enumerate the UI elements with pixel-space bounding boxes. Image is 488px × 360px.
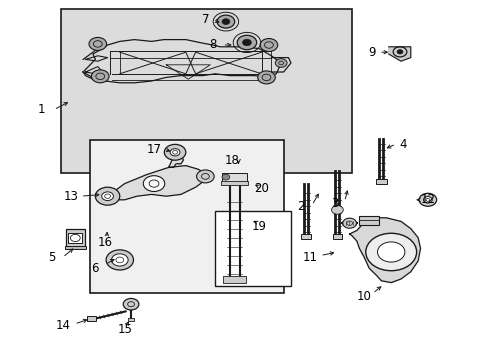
Circle shape <box>164 144 185 160</box>
Bar <box>375 179 386 184</box>
Polygon shape <box>168 153 183 167</box>
Polygon shape <box>349 218 420 283</box>
Text: 16: 16 <box>98 237 112 249</box>
Text: 18: 18 <box>224 154 239 167</box>
Circle shape <box>237 35 256 50</box>
Text: 2: 2 <box>296 201 304 213</box>
Circle shape <box>222 174 229 180</box>
Text: 12: 12 <box>420 193 434 206</box>
Text: 4: 4 <box>399 138 407 150</box>
Bar <box>301 234 310 239</box>
Polygon shape <box>388 47 410 61</box>
Text: 9: 9 <box>367 46 375 59</box>
Circle shape <box>342 218 356 228</box>
Circle shape <box>331 206 343 214</box>
Bar <box>68 233 82 243</box>
Circle shape <box>95 187 120 205</box>
Circle shape <box>106 250 133 270</box>
Circle shape <box>418 193 436 206</box>
Bar <box>61 9 351 173</box>
Circle shape <box>170 149 180 156</box>
Circle shape <box>196 170 214 183</box>
Text: 13: 13 <box>63 190 78 203</box>
Text: 5: 5 <box>47 251 55 264</box>
Text: 6: 6 <box>91 262 99 275</box>
Bar <box>222 173 246 182</box>
Circle shape <box>111 254 128 266</box>
Text: 7: 7 <box>201 13 209 26</box>
Text: 10: 10 <box>356 291 371 303</box>
Text: 1: 1 <box>38 103 45 116</box>
Circle shape <box>91 70 109 83</box>
Circle shape <box>143 176 164 192</box>
Text: 19: 19 <box>251 220 266 233</box>
Bar <box>66 229 84 247</box>
Circle shape <box>377 242 404 262</box>
Circle shape <box>102 192 113 201</box>
Circle shape <box>275 59 286 67</box>
Bar <box>90 140 283 293</box>
Circle shape <box>222 19 229 24</box>
Circle shape <box>423 197 431 203</box>
Circle shape <box>396 50 402 54</box>
Bar <box>86 316 96 321</box>
Circle shape <box>365 233 416 271</box>
Text: 15: 15 <box>117 323 132 336</box>
Bar <box>223 276 245 283</box>
Bar <box>215 211 290 286</box>
Text: 17: 17 <box>146 143 161 156</box>
Bar <box>359 216 378 225</box>
Text: 11: 11 <box>303 251 317 264</box>
Circle shape <box>89 37 106 50</box>
Bar <box>127 318 134 321</box>
Text: 20: 20 <box>254 183 268 195</box>
Circle shape <box>217 15 234 28</box>
Polygon shape <box>105 166 207 200</box>
Bar <box>221 181 248 185</box>
Circle shape <box>260 39 277 51</box>
Text: 14: 14 <box>56 319 71 332</box>
Circle shape <box>123 298 139 310</box>
Bar <box>64 246 86 249</box>
Circle shape <box>257 71 275 84</box>
Bar <box>332 234 342 239</box>
Text: 3: 3 <box>330 197 338 210</box>
Circle shape <box>242 39 251 46</box>
Text: 8: 8 <box>208 39 216 51</box>
